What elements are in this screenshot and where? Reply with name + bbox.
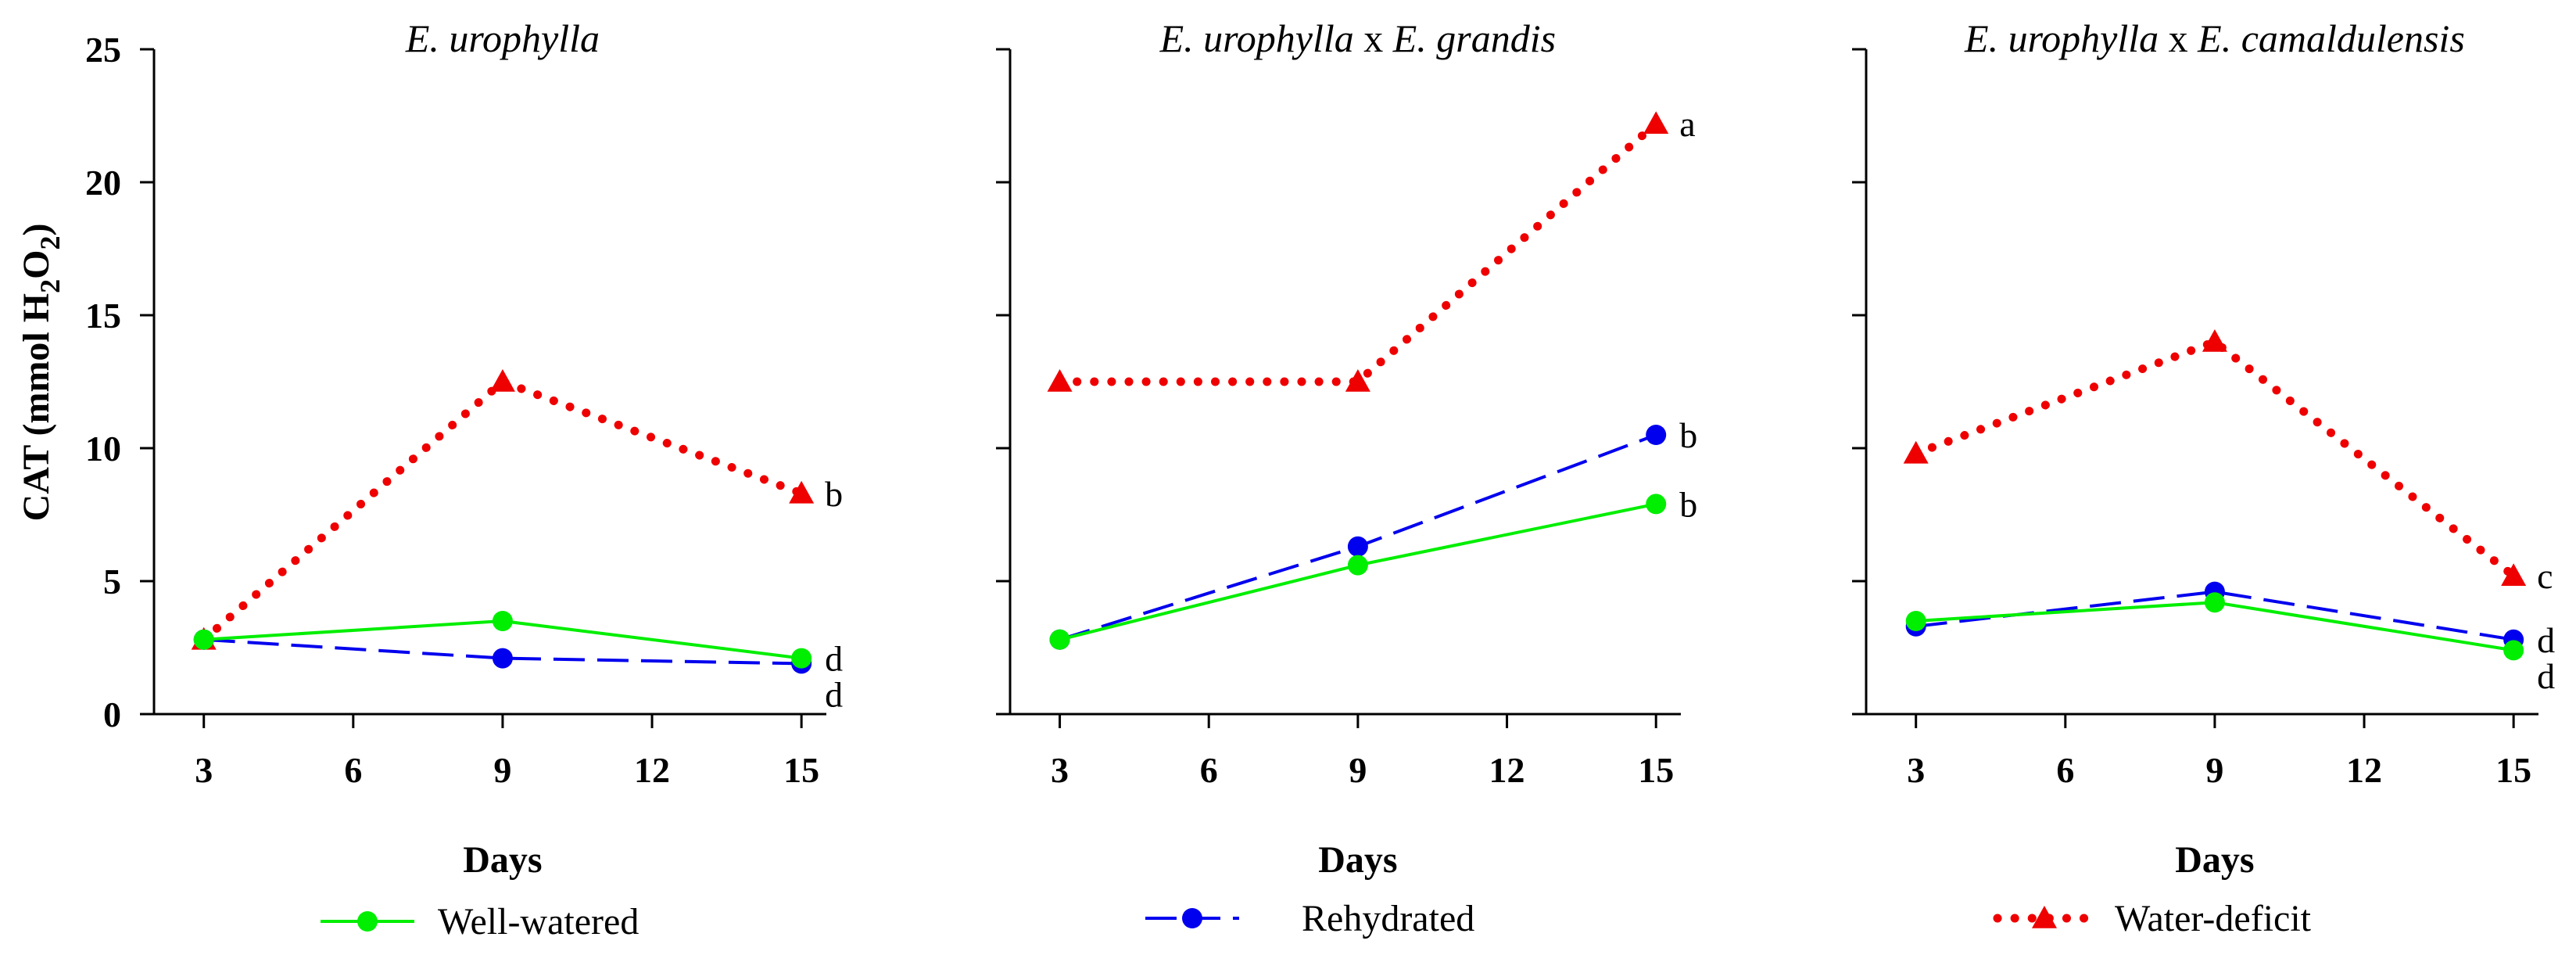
x-tick-label: 9	[1349, 750, 1367, 790]
x-tick-label: 9	[2205, 750, 2223, 790]
data-point-water-deficit	[2202, 329, 2227, 352]
data-point-well-watered	[1049, 629, 1070, 650]
significance-label: d	[2537, 656, 2555, 696]
data-point-water-deficit	[1903, 440, 1929, 464]
data-point-rehydrated	[1347, 536, 1368, 557]
legend-label: Well-watered	[438, 901, 639, 942]
data-point-water-deficit	[489, 369, 515, 392]
x-tick-label: 12	[2346, 750, 2382, 790]
legend-marker	[2032, 906, 2057, 928]
data-point-well-watered	[791, 648, 812, 669]
significance-label: b	[1679, 484, 1697, 524]
data-point-water-deficit	[2501, 563, 2527, 586]
data-point-rehydrated	[1646, 425, 1667, 445]
significance-label: b	[825, 474, 843, 514]
x-tick-label: 12	[634, 750, 670, 790]
series-well-watered	[1905, 592, 2524, 661]
series-well-watered	[1049, 494, 1667, 650]
y-tick-label: 5	[103, 562, 121, 601]
data-point-well-watered	[1347, 555, 1368, 576]
x-tick-label: 3	[1907, 750, 1925, 790]
panel-3: 3 6 9 12 15 Days E. urophylla x E. camaldulens…	[1852, 16, 2555, 881]
series-water-deficit	[191, 369, 815, 650]
significance-label: d	[2537, 620, 2555, 660]
series-line-water-deficit	[1911, 337, 2518, 580]
x-tick-label: 12	[1489, 750, 1525, 790]
data-point-well-watered	[193, 629, 214, 650]
x-tick-label: 15	[1638, 750, 1674, 790]
series-rehydrated	[193, 629, 812, 674]
series-well-watered	[193, 611, 812, 669]
data-point-well-watered	[1646, 494, 1667, 515]
significance-label: b	[1679, 415, 1697, 455]
data-point-rehydrated	[492, 648, 513, 669]
y-tick-label: 0	[103, 695, 121, 734]
significance-label: d	[825, 639, 843, 679]
x-tick-label: 6	[1200, 750, 1218, 790]
series-rehydrated	[1049, 425, 1667, 650]
panel-title: E. urophylla x E. grandis	[1159, 16, 1556, 60]
x-tick-label: 6	[344, 750, 362, 790]
legend-marker	[357, 911, 378, 932]
legend-item-water-deficit: Water-deficit	[1993, 898, 2312, 939]
x-tick-label: 9	[493, 750, 511, 790]
y-tick-label: 15	[85, 296, 121, 336]
data-point-water-deficit	[1047, 369, 1073, 392]
x-tick-label: 6	[2056, 750, 2074, 790]
x-tick-label: 3	[195, 750, 213, 790]
data-point-water-deficit	[789, 480, 815, 504]
x-tick-label: 3	[1051, 750, 1069, 790]
data-point-well-watered	[1905, 611, 1926, 631]
y-tick-label: 25	[85, 30, 121, 70]
panel-title: E. urophylla	[405, 16, 600, 60]
data-point-well-watered	[2204, 592, 2225, 613]
data-point-well-watered	[492, 611, 513, 631]
y-tick-label: 20	[85, 163, 121, 203]
significance-label: d	[825, 675, 843, 715]
x-tick-label: 15	[2495, 750, 2531, 790]
significance-label: c	[2537, 556, 2553, 596]
series-line-water-deficit	[1055, 119, 1661, 386]
series-water-deficit	[1047, 111, 1669, 392]
x-axis-label: Days	[1318, 839, 1397, 881]
significance-label: a	[1679, 104, 1695, 144]
legend-label: Rehydrated	[1302, 898, 1474, 939]
y-axis-label: CAT (mmol H2O2)	[16, 224, 66, 522]
series-water-deficit	[1903, 329, 2527, 586]
data-point-water-deficit	[1643, 111, 1669, 134]
legend-item-well-watered: Well-watered	[321, 901, 639, 942]
chart-legend: Well-watered Rehydrated Water-deficit	[321, 898, 2312, 942]
series-line-water-deficit	[199, 377, 806, 644]
x-axis-label: Days	[2175, 839, 2254, 881]
legend-label: Water-deficit	[2115, 898, 2312, 939]
legend-item-rehydrated: Rehydrated	[1145, 898, 1474, 939]
y-tick-label: 10	[85, 429, 121, 469]
legend-marker	[1182, 908, 1202, 928]
x-tick-label: 15	[783, 750, 819, 790]
panel-1: 0 5 10 15 20 25 3 6 9 12 15 Days E. urophylla b dd	[85, 16, 843, 881]
panel-2: 3 6 9 12 15 Days E. urophylla x E. grandis a bb	[996, 16, 1697, 881]
series-line-rehydrated	[203, 637, 802, 666]
x-axis-label: Days	[463, 839, 542, 881]
data-point-well-watered	[2503, 640, 2524, 661]
data-point-water-deficit	[1345, 369, 1370, 392]
panel-title: E. urophylla x E. camaldulensis	[1964, 16, 2465, 60]
